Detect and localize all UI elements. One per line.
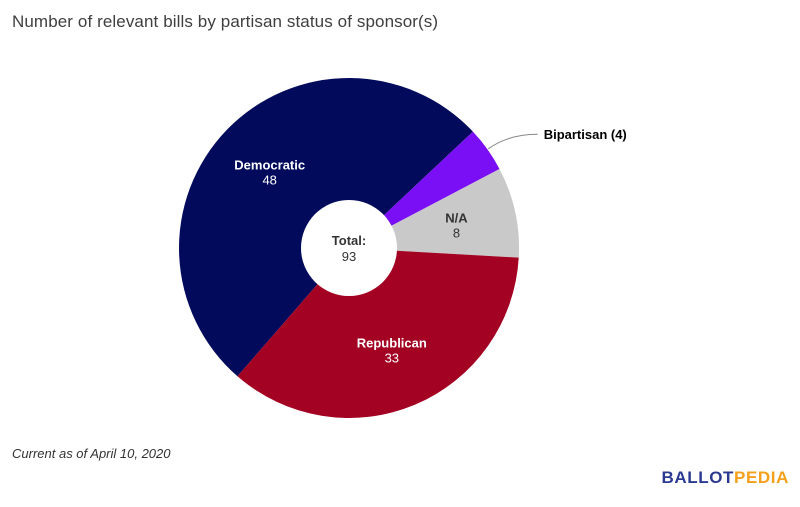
slice-label-n-a: N/A 8 bbox=[445, 211, 468, 241]
chart-title: Number of relevant bills by partisan sta… bbox=[12, 12, 439, 31]
logo-text-pedia: PEDIA bbox=[734, 468, 789, 487]
ballotpedia-logo: BALLOTPEDIA bbox=[662, 468, 790, 488]
center-total-label: Total: 93 bbox=[332, 233, 366, 264]
donut-hole bbox=[301, 200, 397, 296]
slice-label-republican: Republican 33 bbox=[357, 335, 427, 365]
callout-label-bipartisan: Bipartisan (4) bbox=[544, 127, 627, 142]
callout-line-bipartisan bbox=[488, 133, 538, 150]
logo-text-ballot: BALLOT bbox=[661, 468, 735, 487]
slice-label-democratic: Democratic 48 bbox=[234, 158, 305, 188]
pie-slice-republican[interactable] bbox=[237, 248, 519, 419]
footnote-date: Current as of April 10, 2020 bbox=[12, 446, 171, 461]
